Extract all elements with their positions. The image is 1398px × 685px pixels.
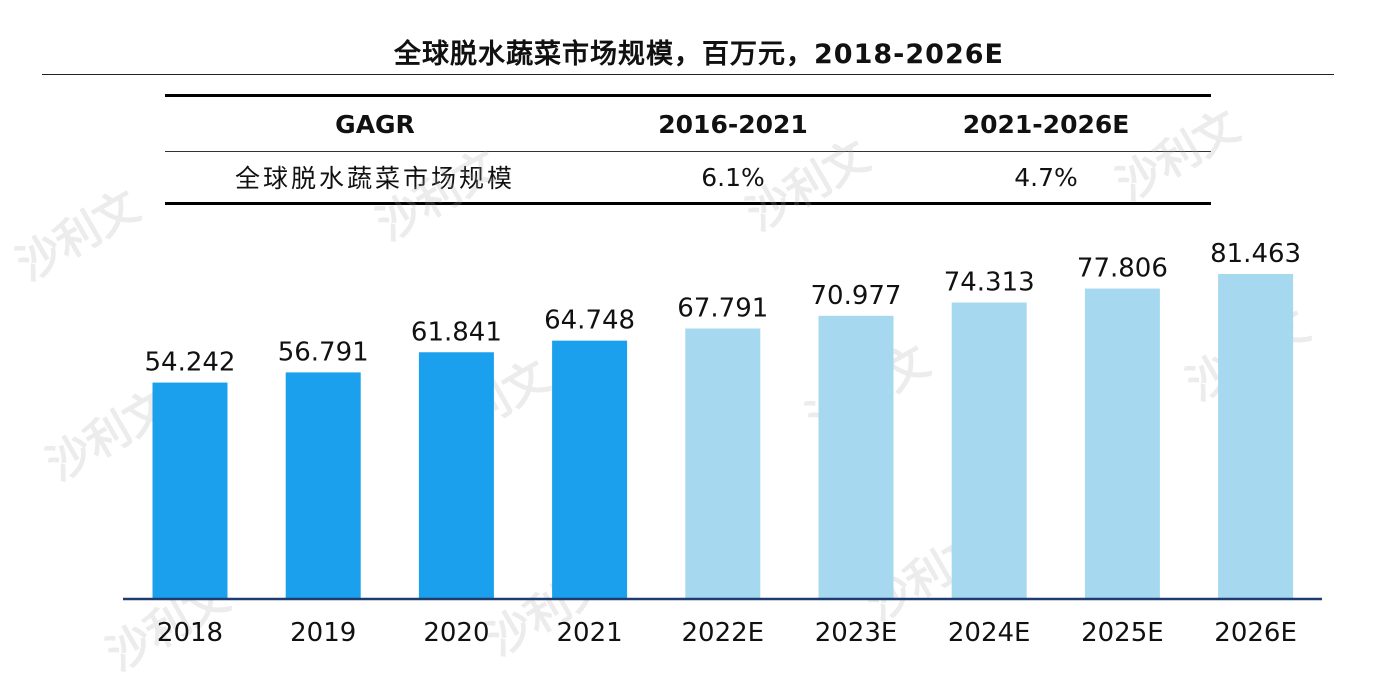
x-tick-label-2020: 2020: [423, 618, 489, 648]
bar-2025E: [1084, 288, 1160, 599]
bar-2018: [152, 382, 228, 599]
bar-value-label-2023E: 70.977: [811, 281, 902, 311]
cagr-header-label: GAGR: [165, 94, 585, 152]
bar-value-label-2026E: 81.463: [1210, 239, 1301, 269]
cagr-header-period-2: 2021-2026E: [881, 94, 1211, 152]
title-divider: [42, 74, 1334, 75]
bar-2020: [418, 352, 494, 599]
x-tick-label-2022E: 2022E: [681, 618, 764, 648]
chart-title: 全球脱水蔬菜市场规模，百万元，2018-2026E: [394, 39, 1004, 70]
x-tick-label-2025E: 2025E: [1081, 618, 1164, 648]
bar-value-label-2021: 64.748: [544, 306, 635, 336]
x-tick-label-2019: 2019: [290, 618, 356, 648]
bar-value-label-2019: 56.791: [278, 337, 369, 367]
bar-2023E: [818, 315, 894, 599]
cagr-table: GAGR 2016-2021 2021-2026E 全球脱水蔬菜市场规模 6.1…: [165, 94, 1211, 205]
cagr-header-row: GAGR 2016-2021 2021-2026E: [165, 94, 1211, 152]
cagr-value-period-1: 6.1%: [585, 151, 882, 205]
bar-value-label-2020: 61.841: [411, 317, 502, 347]
bar-value-label-2018: 54.242: [145, 348, 236, 378]
bar-2019: [285, 372, 361, 599]
bar-value-label-2025E: 77.806: [1077, 254, 1168, 284]
x-tick-label-2023E: 2023E: [815, 618, 898, 648]
bar-value-label-2022E: 67.791: [677, 294, 768, 324]
x-tick-label-2021: 2021: [557, 618, 623, 648]
bar-2024E: [951, 302, 1027, 599]
x-tick-label-2024E: 2024E: [948, 618, 1031, 648]
cagr-data-row: 全球脱水蔬菜市场规模 6.1% 4.7%: [165, 151, 1211, 205]
x-tick-label-2026E: 2026E: [1214, 618, 1297, 648]
cagr-header-period-1: 2016-2021: [585, 94, 882, 152]
bar-value-label-2024E: 74.313: [944, 267, 1035, 297]
bar-2022E: [685, 328, 761, 599]
bar-2026E: [1218, 273, 1294, 599]
cagr-value-period-2: 4.7%: [881, 151, 1211, 205]
cagr-row-label: 全球脱水蔬菜市场规模: [165, 151, 585, 205]
bar-2021: [552, 340, 628, 599]
x-tick-label-2018: 2018: [157, 618, 223, 648]
